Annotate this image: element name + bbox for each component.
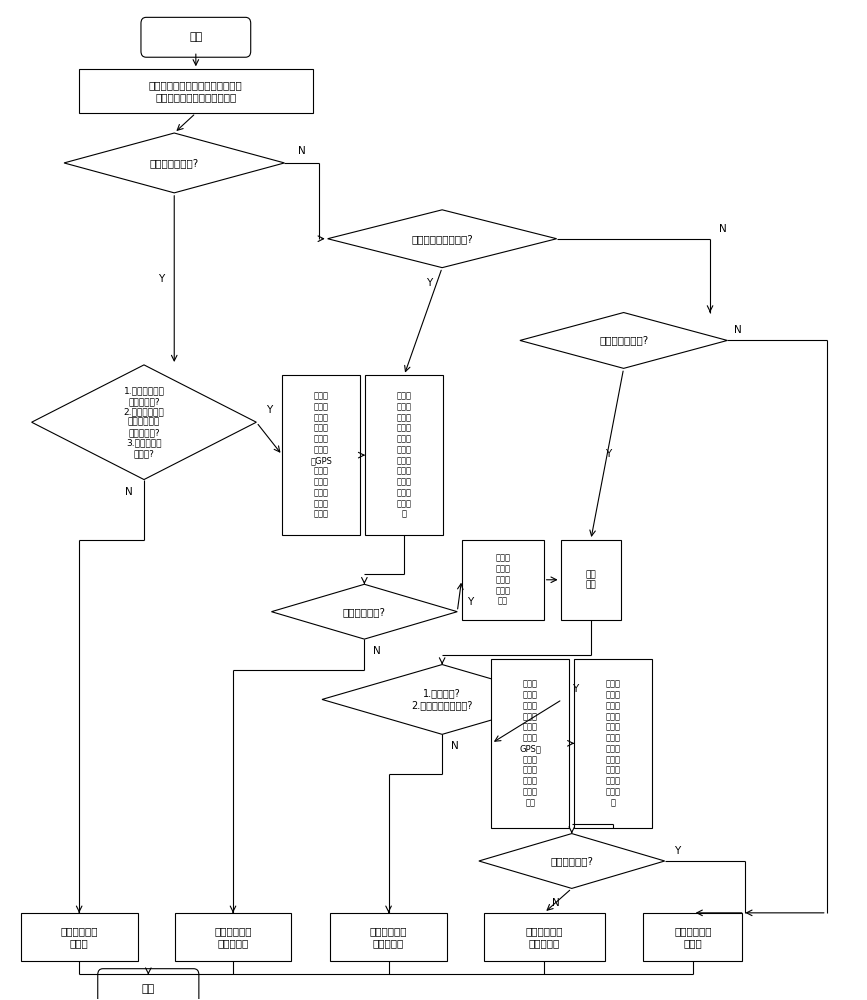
Text: N: N	[298, 146, 305, 156]
Polygon shape	[479, 834, 665, 888]
Text: Y: Y	[605, 449, 611, 459]
Text: 车辆当前状态
为直行: 车辆当前状态 为直行	[674, 926, 712, 948]
Text: 车辆当前状态
为向左换道: 车辆当前状态 为向左换道	[214, 926, 251, 948]
Polygon shape	[520, 313, 727, 368]
Text: N: N	[125, 487, 133, 497]
Text: 车辆当前状态
为加速超车: 车辆当前状态 为加速超车	[370, 926, 407, 948]
Text: Y: Y	[158, 274, 165, 284]
Bar	[484, 913, 604, 961]
FancyBboxPatch shape	[141, 17, 251, 57]
Text: N: N	[552, 898, 560, 908]
Bar	[365, 375, 443, 535]
Text: Y: Y	[675, 846, 681, 856]
Text: 车辆当前状态
为直行: 车辆当前状态 为直行	[61, 926, 98, 948]
Bar	[283, 375, 360, 535]
Text: 1.当前车道前方
存在障碍物?
2.障碍物与车辆
间距离大于最
小换道距离?
3.符合向左换
道条件?: 1.当前车道前方 存在障碍物? 2.障碍物与车辆 间距离大于最 小换道距离? 3…	[124, 387, 165, 458]
Text: N: N	[451, 741, 459, 751]
Text: Y: Y	[426, 278, 433, 288]
Text: 车辆当前状态
为向右回道: 车辆当前状态 为向右回道	[525, 926, 563, 948]
Text: 车辆状态为直行?: 车辆状态为直行?	[150, 158, 199, 168]
Bar	[574, 659, 652, 828]
Polygon shape	[322, 665, 563, 734]
Text: 车辆状态为超车?: 车辆状态为超车?	[599, 335, 649, 345]
Text: Y: Y	[266, 405, 272, 415]
Text: 确定超
车速度
，并判
定回道
时刻: 确定超 车速度 ，并判 定回道 时刻	[495, 554, 510, 606]
Text: Y: Y	[467, 597, 473, 607]
Text: N: N	[719, 224, 727, 234]
Bar	[643, 913, 742, 961]
Bar	[174, 913, 291, 961]
Bar	[79, 69, 312, 113]
Text: 1.超车结束?
2.满足向右回道条件?: 1.超车结束? 2.满足向右回道条件?	[412, 689, 473, 710]
Text: N: N	[733, 325, 741, 335]
Bar	[21, 913, 138, 961]
Polygon shape	[31, 365, 257, 480]
Bar	[330, 913, 447, 961]
Bar	[461, 540, 544, 620]
Text: 实施向
右回道
，确定
回道速
度、采
用基于
GPS与
车道线
融合的
回道路
径规划
方法: 实施向 右回道 ，确定 回道速 度、采 用基于 GPS与 车道线 融合的 回道路…	[519, 680, 541, 807]
Text: 动态更
新回道
点，采
用考虑
车辆运
动学方
程的二
次多项
式方法
，生成
回道轨
迹: 动态更 新回道 点，采 用考虑 车辆运 动学方 程的二 次多项 式方法 ，生成 …	[606, 680, 621, 807]
Text: 结束: 结束	[141, 984, 155, 994]
Bar	[492, 659, 569, 828]
Polygon shape	[64, 133, 284, 193]
Text: 车辆状态为向左换道?: 车辆状态为向左换道?	[411, 234, 473, 244]
Text: 向右回道结束?: 向右回道结束?	[551, 856, 593, 866]
Text: Y: Y	[572, 684, 578, 694]
Text: 加速
超车: 加速 超车	[585, 570, 596, 590]
Text: 建立车辆导航坐标系，毫米波雷达
监测当前车道前方障碍物情况: 建立车辆导航坐标系，毫米波雷达 监测当前车道前方障碍物情况	[149, 80, 243, 102]
FancyBboxPatch shape	[98, 969, 199, 1000]
Text: 向左换道结束?: 向左换道结束?	[342, 607, 386, 617]
Bar	[561, 540, 621, 620]
Polygon shape	[271, 584, 457, 639]
Text: 开始: 开始	[189, 32, 203, 42]
Polygon shape	[328, 210, 557, 268]
Text: N: N	[374, 646, 381, 656]
Text: 实施向
左换道
，确定
换道速
度，并
采用基
于GPS
与车道
线融合
的换道
路径规
划方法: 实施向 左换道 ，确定 换道速 度，并 采用基 于GPS 与车道 线融合 的换道…	[310, 391, 332, 519]
Text: 动态更
新换道
点，采
用考虑
车辆运
动学方
程的二
次多项
式方法
，生成
换道轨
迹: 动态更 新换道 点，采 用考虑 车辆运 动学方 程的二 次多项 式方法 ，生成 …	[396, 391, 412, 519]
